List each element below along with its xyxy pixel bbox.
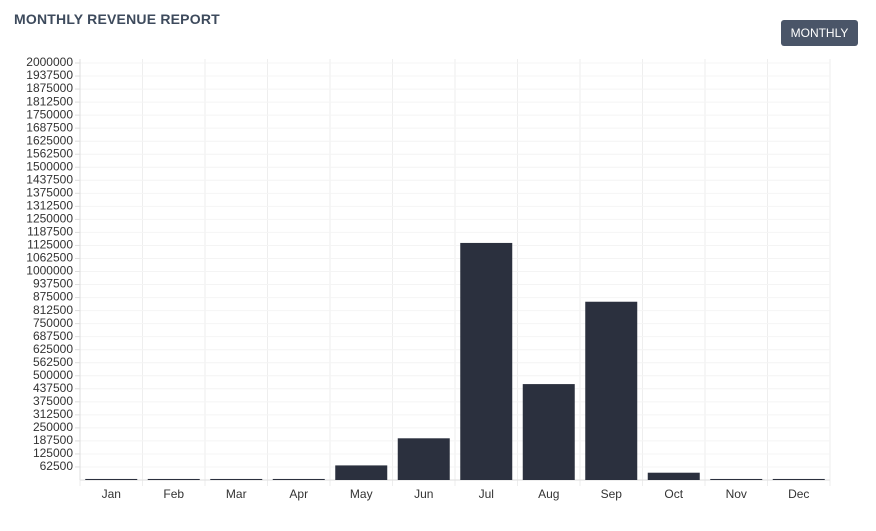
y-tick-label: 1062500 (26, 251, 73, 265)
y-tick-label: 1750000 (26, 107, 73, 121)
bar (147, 478, 200, 480)
x-tick-label: Dec (788, 487, 809, 501)
bar (85, 478, 138, 480)
y-tick-label: 687500 (33, 329, 73, 343)
y-tick-label: 1812500 (26, 94, 73, 108)
x-tick-label: Jul (479, 487, 494, 501)
bar (210, 478, 263, 480)
y-tick-label: 2000000 (26, 55, 73, 69)
x-tick-label: May (350, 487, 373, 501)
y-tick-label: 1250000 (26, 212, 73, 226)
bar (772, 478, 825, 480)
x-tick-label: Apr (289, 487, 308, 501)
y-tick-label: 1125000 (27, 238, 73, 252)
y-tick-label: 1187500 (27, 225, 73, 239)
y-tick-label: 625000 (33, 342, 73, 356)
y-tick-label: 937500 (33, 277, 73, 291)
y-tick-label: 562500 (33, 355, 73, 369)
x-tick-label: Mar (226, 487, 247, 501)
y-tick-label: 125000 (33, 446, 73, 460)
x-tick-label: Oct (664, 487, 683, 501)
y-tick-label: 1875000 (26, 81, 73, 95)
period-button[interactable]: MONTHLY (781, 20, 858, 46)
bar (397, 438, 450, 480)
y-tick-label: 500000 (33, 368, 73, 382)
x-tick-label: Sep (601, 487, 623, 501)
x-tick-label: Nov (726, 487, 747, 501)
bar (647, 472, 700, 480)
bar (710, 478, 763, 480)
y-tick-label: 1000000 (26, 264, 73, 278)
y-tick-label: 750000 (33, 316, 73, 330)
y-tick-label: 375000 (33, 394, 73, 408)
y-tick-label: 62500 (40, 459, 74, 473)
y-tick-label: 1937500 (26, 68, 73, 82)
bar (522, 384, 575, 480)
bar (460, 242, 513, 480)
y-tick-label: 1562500 (26, 146, 73, 160)
x-tick-label: Jan (102, 487, 121, 501)
x-tick-label: Jun (414, 487, 433, 501)
y-tick-label: 1312500 (26, 199, 73, 213)
y-tick-label: 812500 (33, 303, 73, 317)
x-tick-label: Aug (538, 487, 559, 501)
y-tick-label: 1437500 (26, 172, 73, 186)
bar (272, 478, 325, 480)
y-tick-label: 187500 (33, 433, 73, 447)
x-tick-label: Feb (163, 487, 184, 501)
y-tick-label: 1687500 (26, 120, 73, 134)
y-tick-label: 437500 (33, 381, 73, 395)
y-tick-label: 250000 (33, 420, 73, 434)
y-tick-label: 1375000 (26, 185, 73, 199)
chart-title: MONTHLY REVENUE REPORT (14, 11, 220, 27)
bar (335, 465, 388, 480)
bar (585, 301, 638, 480)
y-tick-label: 1500000 (26, 159, 73, 173)
y-tick-label: 312500 (33, 407, 73, 421)
y-tick-label: 1625000 (26, 133, 73, 147)
y-tick-label: 875000 (33, 290, 73, 304)
